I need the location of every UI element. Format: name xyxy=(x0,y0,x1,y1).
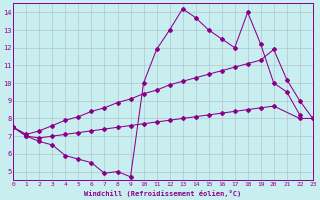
X-axis label: Windchill (Refroidissement éolien,°C): Windchill (Refroidissement éolien,°C) xyxy=(84,190,242,197)
